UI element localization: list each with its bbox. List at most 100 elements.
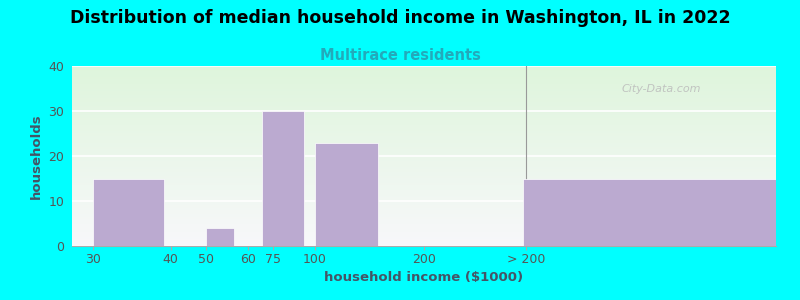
Bar <box>72 145 776 147</box>
Bar <box>72 230 776 232</box>
Bar <box>72 158 776 160</box>
Bar <box>72 98 776 100</box>
Bar <box>72 160 776 161</box>
Bar <box>72 136 776 138</box>
Bar <box>72 80 776 82</box>
Bar <box>72 235 776 237</box>
Bar <box>72 217 776 219</box>
Bar <box>72 89 776 91</box>
Bar <box>72 183 776 185</box>
Bar <box>72 192 776 194</box>
Bar <box>72 237 776 239</box>
Bar <box>72 232 776 233</box>
Bar <box>72 206 776 208</box>
Bar <box>72 196 776 197</box>
Bar <box>72 115 776 116</box>
Bar <box>72 125 776 127</box>
Bar <box>72 84 776 86</box>
Bar <box>72 86 776 88</box>
Text: City-Data.com: City-Data.com <box>621 84 701 94</box>
Bar <box>72 201 776 203</box>
Bar <box>72 66 776 68</box>
Bar <box>72 79 776 80</box>
Bar <box>72 100 776 102</box>
Bar <box>72 203 776 205</box>
Bar <box>72 226 776 228</box>
Bar <box>72 244 776 246</box>
Bar <box>72 170 776 172</box>
Bar <box>72 219 776 221</box>
Bar <box>72 185 776 187</box>
Bar <box>72 233 776 235</box>
Bar <box>522 178 776 246</box>
Bar <box>72 82 776 84</box>
Bar <box>72 224 776 226</box>
Bar <box>72 113 776 115</box>
Bar <box>72 156 776 158</box>
Bar <box>72 133 776 134</box>
Bar <box>72 242 776 244</box>
Bar <box>72 68 776 70</box>
Bar <box>72 116 776 118</box>
Bar <box>72 163 776 165</box>
Bar <box>72 138 776 140</box>
Bar <box>72 95 776 97</box>
Bar <box>72 228 776 230</box>
Bar <box>206 228 234 246</box>
Bar <box>262 111 304 246</box>
Bar <box>72 167 776 169</box>
Bar <box>72 118 776 120</box>
Bar <box>72 239 776 241</box>
Bar <box>72 151 776 152</box>
Bar <box>72 102 776 104</box>
Bar <box>72 241 776 242</box>
Bar <box>72 214 776 215</box>
Bar <box>72 174 776 176</box>
Bar <box>93 178 163 246</box>
Bar <box>72 165 776 167</box>
Y-axis label: households: households <box>30 113 43 199</box>
Bar <box>72 124 776 125</box>
Bar <box>72 181 776 183</box>
Bar <box>72 120 776 122</box>
Bar <box>72 223 776 224</box>
Bar <box>72 169 776 170</box>
Bar <box>72 190 776 192</box>
Bar <box>72 152 776 154</box>
Bar <box>72 205 776 206</box>
Bar <box>72 147 776 149</box>
Bar <box>72 221 776 223</box>
Bar <box>72 97 776 98</box>
X-axis label: household income ($1000): household income ($1000) <box>325 272 523 284</box>
Bar <box>72 149 776 151</box>
Bar <box>72 111 776 113</box>
Bar <box>72 199 776 201</box>
Bar <box>72 107 776 109</box>
Bar <box>72 104 776 106</box>
Bar <box>72 215 776 217</box>
Bar <box>72 122 776 124</box>
Bar <box>72 208 776 210</box>
Bar <box>72 129 776 131</box>
Bar <box>72 161 776 163</box>
Bar <box>72 172 776 174</box>
Bar <box>315 142 378 246</box>
Bar <box>72 134 776 136</box>
Bar <box>72 131 776 133</box>
Bar <box>72 91 776 93</box>
Bar <box>72 154 776 156</box>
Bar <box>72 93 776 95</box>
Bar <box>72 188 776 190</box>
Bar <box>72 106 776 107</box>
Bar <box>72 77 776 79</box>
Bar <box>72 178 776 179</box>
Bar <box>72 179 776 181</box>
Bar <box>72 212 776 214</box>
Bar <box>72 127 776 129</box>
Bar <box>72 88 776 89</box>
Bar <box>72 109 776 111</box>
Bar <box>72 210 776 212</box>
Bar <box>72 71 776 73</box>
Bar <box>72 142 776 143</box>
Bar <box>72 187 776 188</box>
